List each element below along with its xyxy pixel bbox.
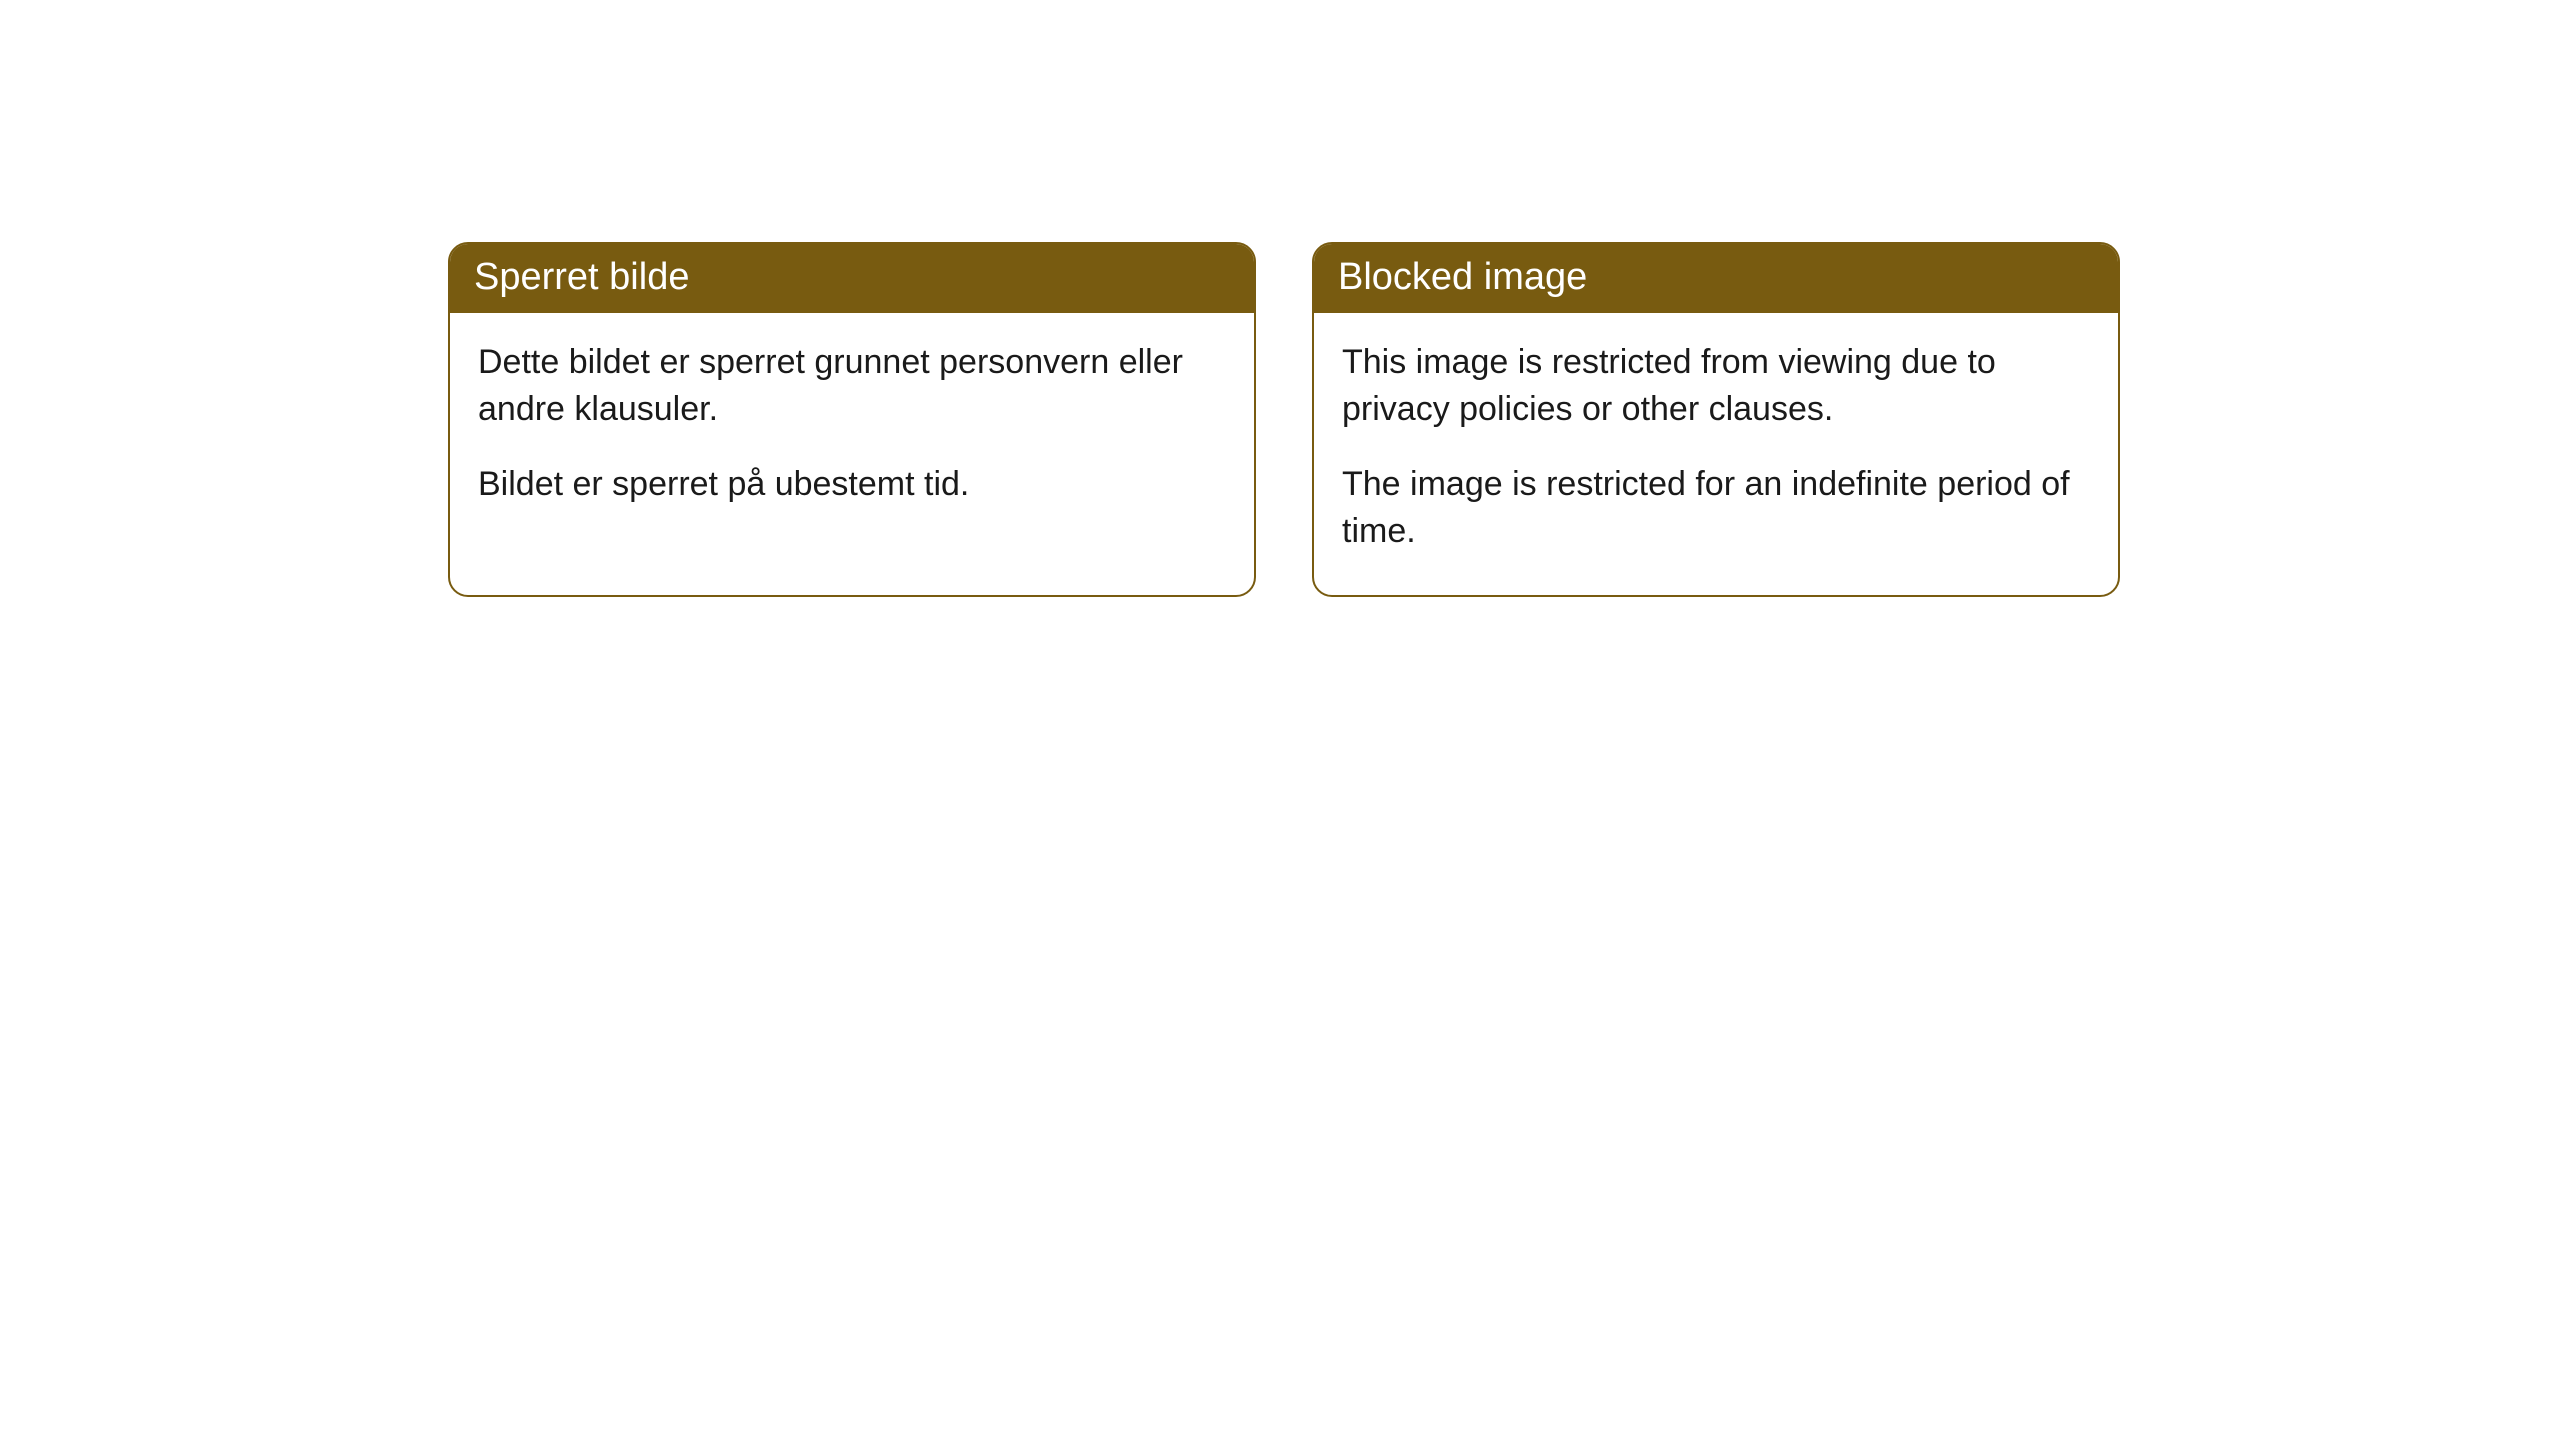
blocked-image-card-en: Blocked image This image is restricted f… [1312, 242, 2120, 597]
card-paragraph-2-no: Bildet er sperret på ubestemt tid. [478, 461, 1226, 508]
cards-container: Sperret bilde Dette bildet er sperret gr… [0, 0, 2560, 597]
card-paragraph-2-en: The image is restricted for an indefinit… [1342, 461, 2090, 555]
card-body-en: This image is restricted from viewing du… [1314, 313, 2118, 595]
card-header-no: Sperret bilde [450, 244, 1254, 313]
blocked-image-card-no: Sperret bilde Dette bildet er sperret gr… [448, 242, 1256, 597]
card-paragraph-1-en: This image is restricted from viewing du… [1342, 339, 2090, 433]
card-paragraph-1-no: Dette bildet er sperret grunnet personve… [478, 339, 1226, 433]
card-header-en: Blocked image [1314, 244, 2118, 313]
card-body-no: Dette bildet er sperret grunnet personve… [450, 313, 1254, 548]
